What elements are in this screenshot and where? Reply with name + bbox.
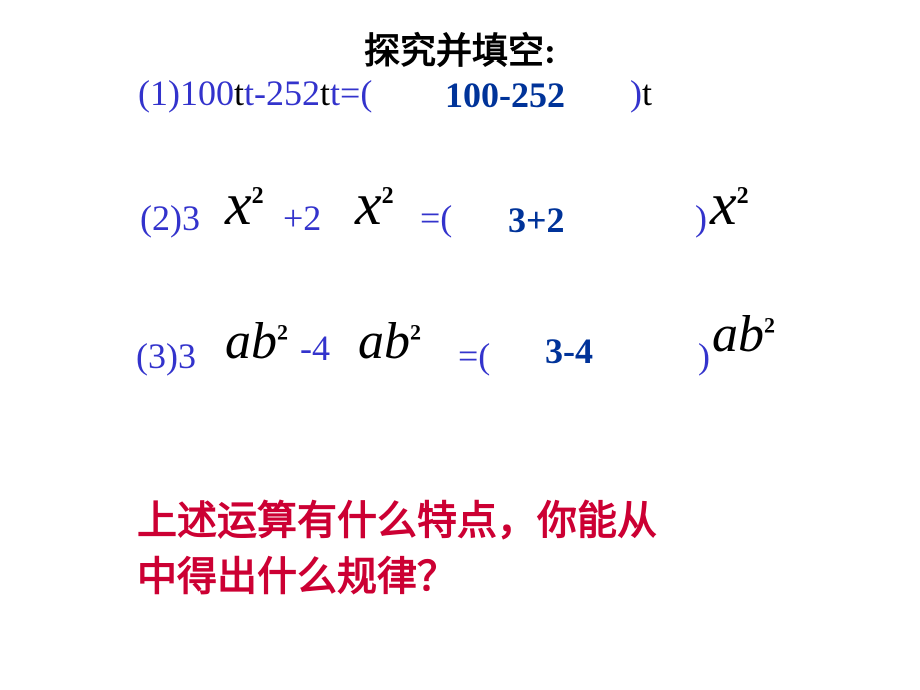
equation-3-close: ) <box>698 335 710 377</box>
eq2-base3: x <box>710 171 737 237</box>
eq1-var3: t <box>642 73 652 113</box>
equation-2-close: ) <box>695 197 707 239</box>
equation-3-prefix: (3)3 <box>136 335 196 377</box>
equation-3-term1: ab2 <box>225 312 288 371</box>
equation-2-term2: x2 <box>355 170 394 239</box>
eq1-var1: t <box>234 73 244 113</box>
question-line1: 上述运算有什么特点，你能从 <box>137 498 657 543</box>
equation-2-plus: +2 <box>283 197 321 239</box>
equation-2-answer: 3+2 <box>508 199 565 241</box>
eq1-prefix: (1)100 <box>138 73 234 113</box>
equation-1-right: )t <box>630 72 652 114</box>
equation-3-term3: ab2 <box>712 305 775 364</box>
eq3-exp1: 2 <box>277 320 288 345</box>
equation-3-eq: =( <box>458 335 490 377</box>
equation-2-prefix: (2)3 <box>140 197 200 239</box>
equation-3-term2: ab2 <box>358 312 421 371</box>
eq2-base1: x <box>225 171 252 237</box>
eq1-close: ) <box>630 73 642 113</box>
equation-2-term1: x2 <box>225 170 264 239</box>
eq1-var2: t <box>320 73 330 113</box>
equation-3-minus: -4 <box>300 327 330 369</box>
eq3-exp2: 2 <box>410 320 421 345</box>
eq1-open: t=( <box>330 73 372 113</box>
eq2-exp3: 2 <box>737 183 749 209</box>
equation-1-answer: 100-252 <box>445 74 565 116</box>
eq2-exp2: 2 <box>382 183 394 209</box>
eq1-mid: t-252 <box>244 73 320 113</box>
eq2-base2: x <box>355 171 382 237</box>
eq3-base3: ab <box>712 306 764 363</box>
equation-2-eq: =( <box>420 197 452 239</box>
page-title: 探究并填空: <box>0 22 920 74</box>
question-text: 上述运算有什么特点，你能从 中得出什么规律？ <box>137 493 657 605</box>
eq2-exp1: 2 <box>252 183 264 209</box>
eq3-base1: ab <box>225 313 277 370</box>
eq3-base2: ab <box>358 313 410 370</box>
eq3-exp3: 2 <box>764 313 775 338</box>
equation-1-left: (1)100tt-252tt=( <box>138 72 372 114</box>
equation-3-answer: 3-4 <box>545 330 593 372</box>
equation-2-term3: x2 <box>710 170 749 239</box>
question-line2: 中得出什么规律？ <box>137 554 457 599</box>
